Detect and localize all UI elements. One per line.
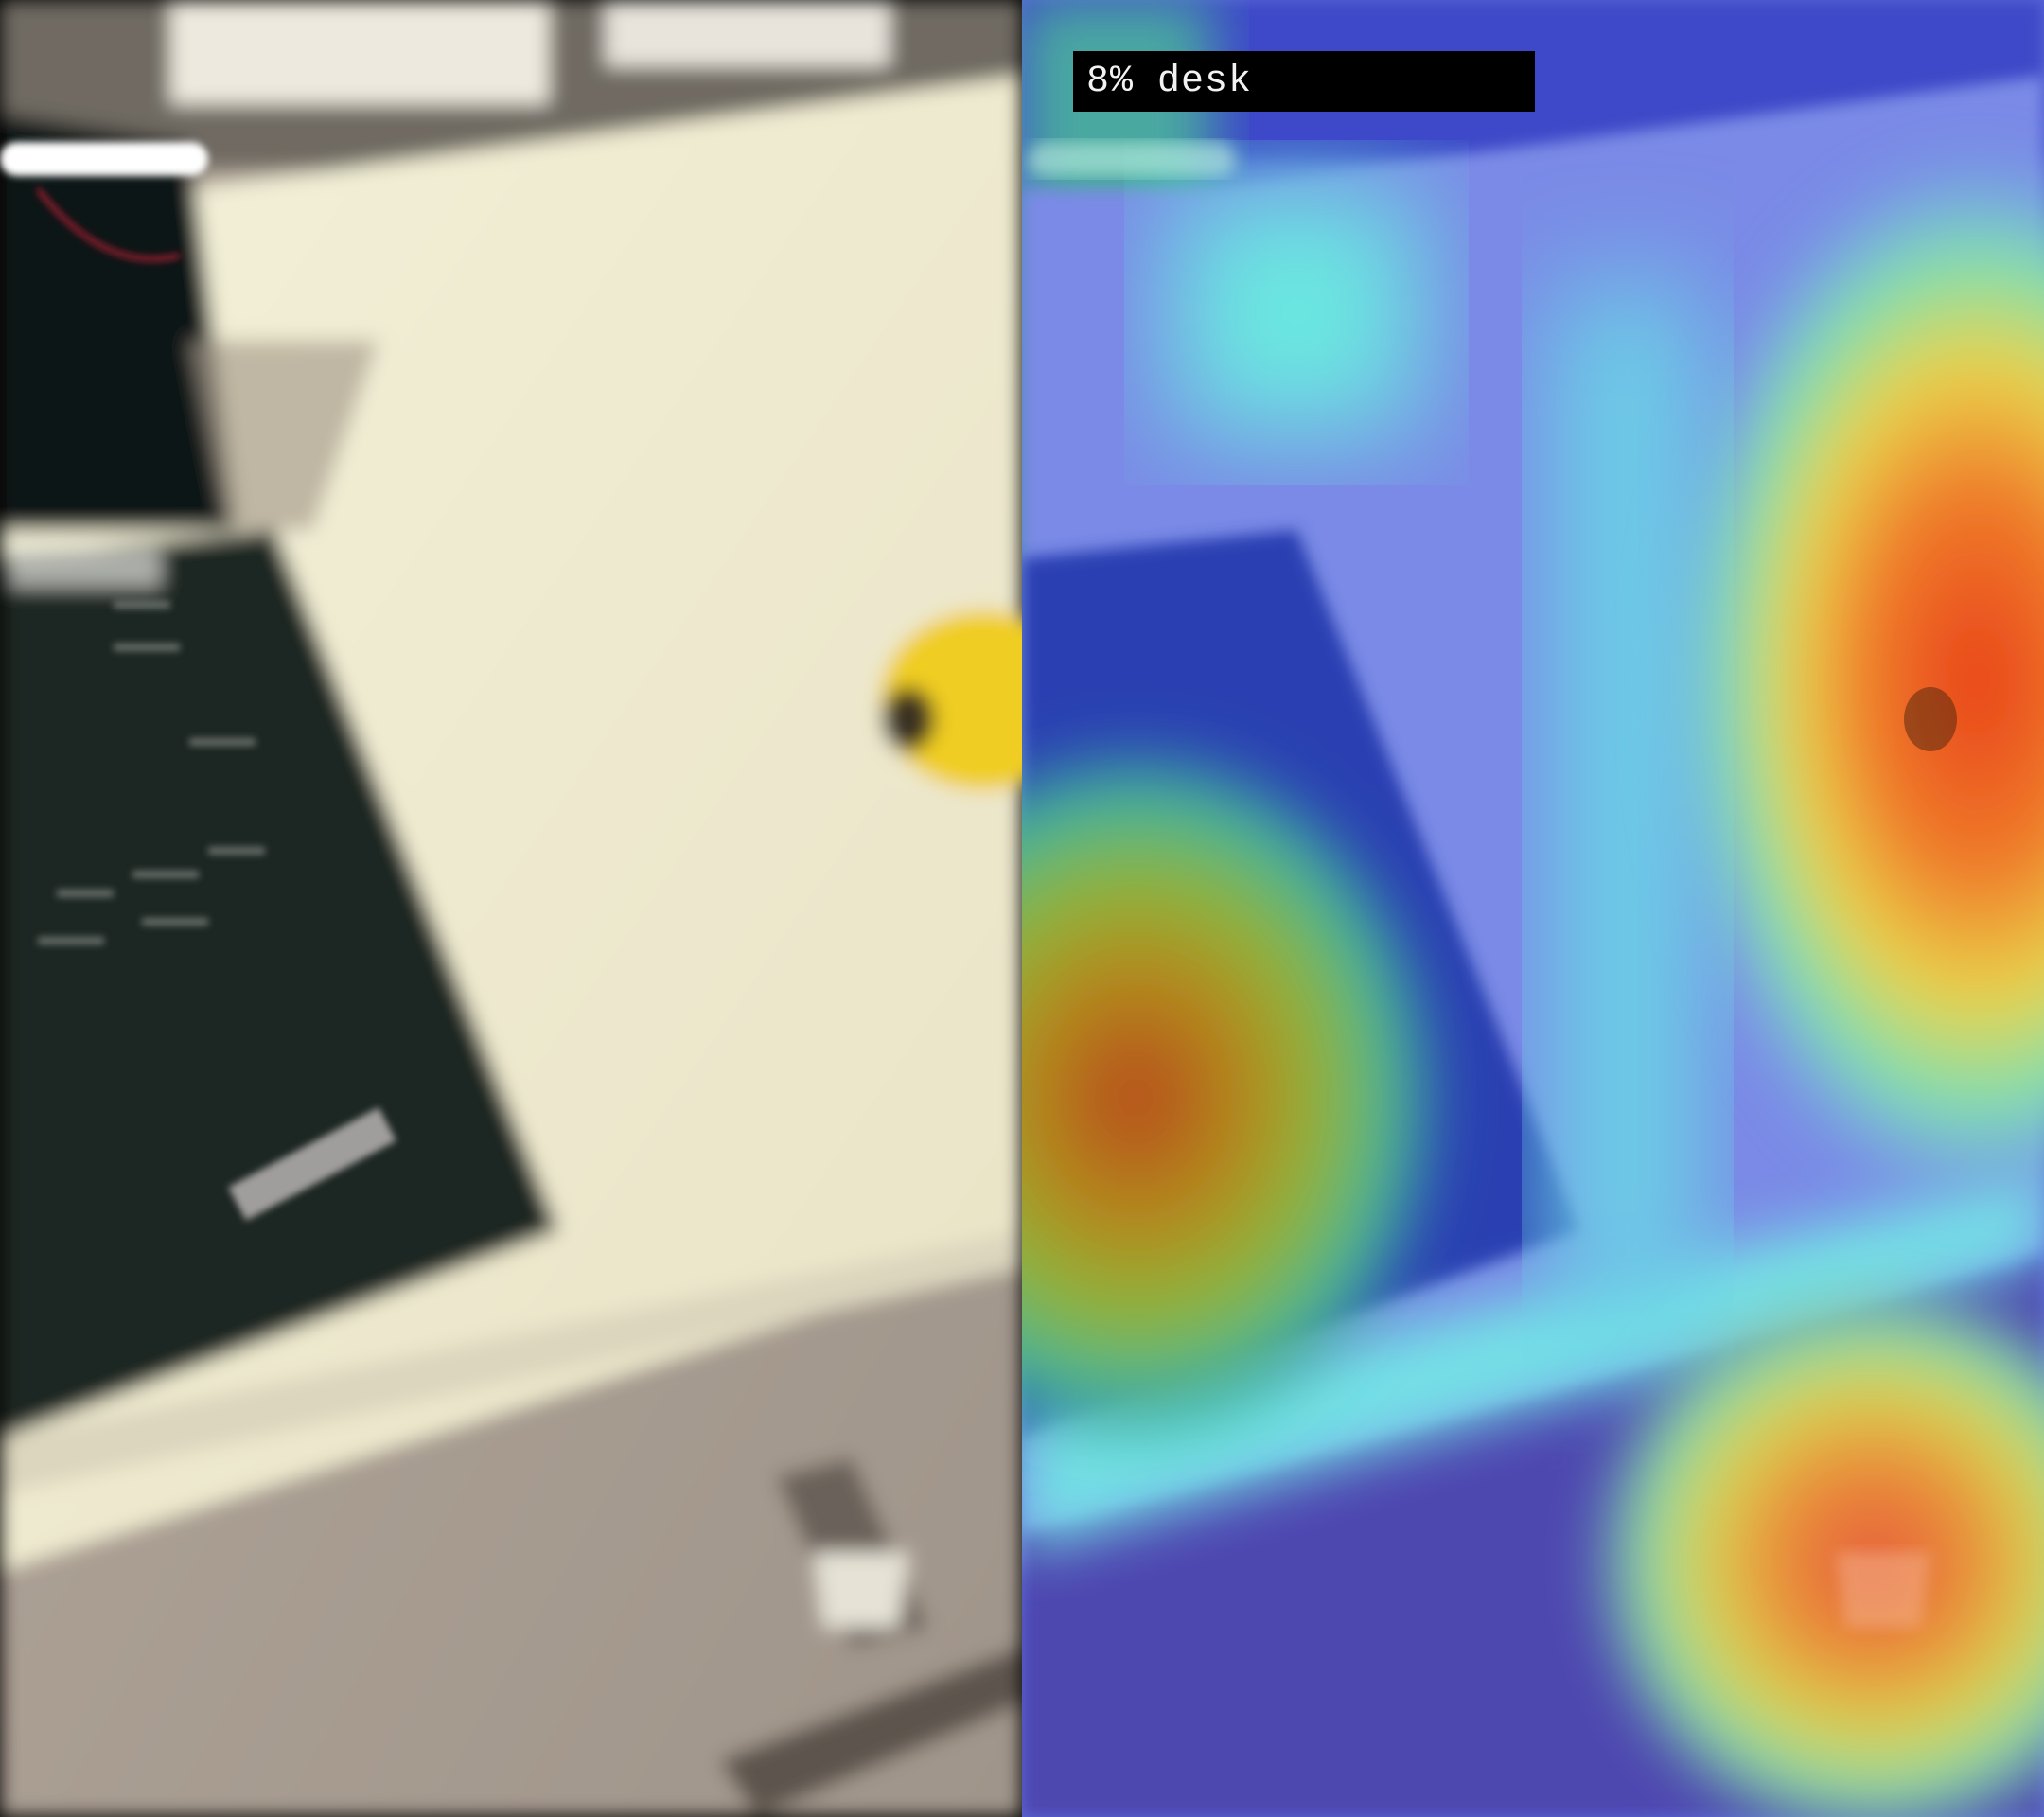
class-confidence-text: 8% desk xyxy=(1086,60,1253,103)
original-photo-panel xyxy=(0,0,1022,1817)
scene-photo xyxy=(0,0,1022,1817)
heatmap-panel: 8% desk xyxy=(1022,0,2044,1817)
heatmap-overlay xyxy=(1022,0,2044,1817)
class-confidence-label: 8% desk xyxy=(1073,51,1535,112)
